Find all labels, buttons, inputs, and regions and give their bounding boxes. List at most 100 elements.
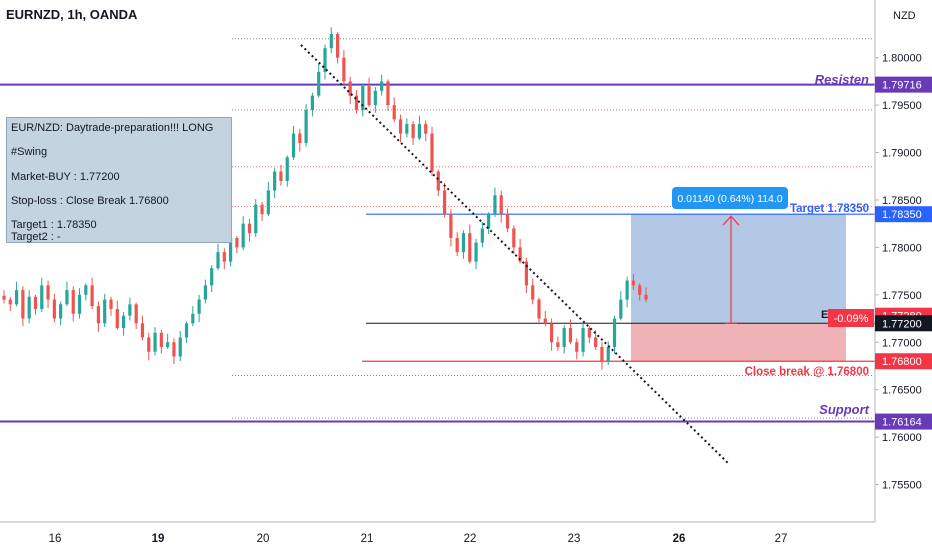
candle-body bbox=[27, 296, 31, 319]
candle-body bbox=[537, 299, 541, 319]
candle-body bbox=[291, 133, 296, 158]
level-badge-label: 1.76164 bbox=[882, 417, 922, 429]
x-tick-label: 22 bbox=[464, 533, 477, 545]
profit-zone bbox=[631, 214, 846, 324]
x-tick-label: 26 bbox=[673, 533, 686, 545]
candle-body bbox=[153, 332, 157, 352]
candle-body bbox=[191, 313, 195, 324]
candle-body bbox=[354, 95, 359, 110]
candle-body bbox=[361, 86, 365, 110]
note-line-buy: Market-BUY : 1.77200 bbox=[11, 171, 120, 183]
candle-body bbox=[631, 280, 636, 286]
resistance-label: Resisten bbox=[815, 72, 869, 87]
candle-body bbox=[298, 133, 302, 144]
x-tick-label: 23 bbox=[568, 533, 581, 545]
candle-body bbox=[600, 347, 604, 362]
candle-body bbox=[266, 190, 270, 215]
candle-body bbox=[392, 105, 396, 120]
level-badge bbox=[875, 76, 932, 93]
candle-body bbox=[46, 285, 50, 300]
candle-body bbox=[549, 323, 554, 343]
candle-body bbox=[424, 124, 428, 134]
loss-zone bbox=[631, 323, 846, 362]
note-line-stoploss: Stop-loss : Close Break 1.76800 bbox=[11, 195, 169, 207]
candle-body bbox=[184, 323, 189, 338]
price-badge bbox=[875, 353, 932, 370]
candle-body bbox=[524, 261, 529, 286]
candle-body bbox=[474, 242, 478, 262]
candle-body bbox=[159, 332, 163, 347]
candle-body bbox=[2, 295, 6, 300]
candle-body bbox=[140, 323, 145, 338]
candle-body bbox=[493, 195, 497, 215]
candle-body bbox=[273, 171, 277, 191]
candle-body bbox=[335, 33, 340, 58]
candle-body bbox=[436, 171, 440, 191]
candle-body bbox=[235, 237, 239, 248]
measure-arrow-head bbox=[722, 215, 740, 226]
candle-body bbox=[40, 285, 44, 310]
candle-body bbox=[210, 268, 214, 286]
candle-body bbox=[197, 299, 201, 314]
candle-body bbox=[178, 337, 182, 357]
y-tick-label: 1.75500 bbox=[882, 480, 922, 492]
y-tick-label: 1.80000 bbox=[882, 53, 922, 65]
candle-body bbox=[128, 304, 132, 316]
candle-body bbox=[499, 195, 503, 215]
price-badge bbox=[875, 206, 932, 223]
candle-body bbox=[21, 290, 25, 319]
change-badge bbox=[828, 309, 874, 327]
measure-label: 0.01140 (0.64%) 114.0 bbox=[677, 193, 782, 205]
price-badge-label: 1.76800 bbox=[882, 356, 922, 368]
trade-note-box[interactable]: EUR/NZD: Daytrade-preparation!!! LONG #S… bbox=[6, 117, 232, 243]
symbol-title: EURNZD, 1h, OANDA bbox=[6, 7, 138, 22]
candle-body bbox=[260, 204, 264, 215]
candle-body bbox=[411, 124, 415, 139]
candle-body bbox=[317, 71, 321, 96]
candle-body bbox=[71, 290, 75, 314]
candle-body bbox=[373, 90, 377, 106]
price-badge bbox=[875, 315, 932, 332]
candle-body bbox=[342, 57, 346, 82]
candle-body bbox=[480, 228, 484, 243]
candle-body bbox=[543, 318, 547, 324]
candle-body bbox=[8, 299, 12, 305]
candle-body bbox=[285, 157, 289, 181]
candle-body bbox=[323, 48, 327, 72]
level-badge-label: 1.79716 bbox=[882, 80, 922, 92]
candle-body bbox=[625, 280, 629, 300]
candle-body bbox=[310, 95, 315, 110]
candle-body bbox=[594, 337, 598, 347]
candle-body bbox=[386, 81, 390, 106]
currency-label: NZD bbox=[893, 10, 916, 22]
y-tick-label: 1.76500 bbox=[882, 385, 922, 397]
y-tick-label: 1.77000 bbox=[882, 337, 922, 349]
candle-body bbox=[14, 290, 19, 305]
candle-body bbox=[556, 342, 560, 347]
candle-body bbox=[581, 328, 585, 352]
note-line-target1: Target1 : 1.78350 bbox=[11, 219, 97, 231]
candle-body bbox=[531, 285, 535, 300]
price-badge-label: 1.78350 bbox=[882, 209, 922, 221]
candle-body bbox=[468, 233, 472, 262]
price-badge-label: 1.77200 bbox=[882, 318, 922, 330]
candle-body bbox=[96, 306, 101, 324]
y-tick-label: 1.76000 bbox=[882, 432, 922, 444]
candle-body bbox=[52, 299, 56, 319]
x-tick-label: 19 bbox=[152, 533, 165, 545]
candle-body bbox=[228, 237, 233, 262]
candle-body bbox=[247, 223, 252, 234]
entry-marker: E bbox=[821, 309, 828, 321]
candle-body bbox=[147, 337, 151, 352]
candle-body bbox=[65, 290, 69, 305]
candle-body bbox=[487, 214, 491, 229]
change-badge-label: -0.09% bbox=[834, 313, 869, 325]
candle-body bbox=[59, 304, 63, 319]
support-label: Support bbox=[819, 402, 869, 417]
note-title: EUR/NZD: Daytrade-preparation!!! LONG bbox=[11, 122, 214, 134]
candle-body bbox=[619, 299, 623, 319]
candle-body bbox=[121, 315, 126, 329]
candle-body bbox=[575, 342, 579, 352]
